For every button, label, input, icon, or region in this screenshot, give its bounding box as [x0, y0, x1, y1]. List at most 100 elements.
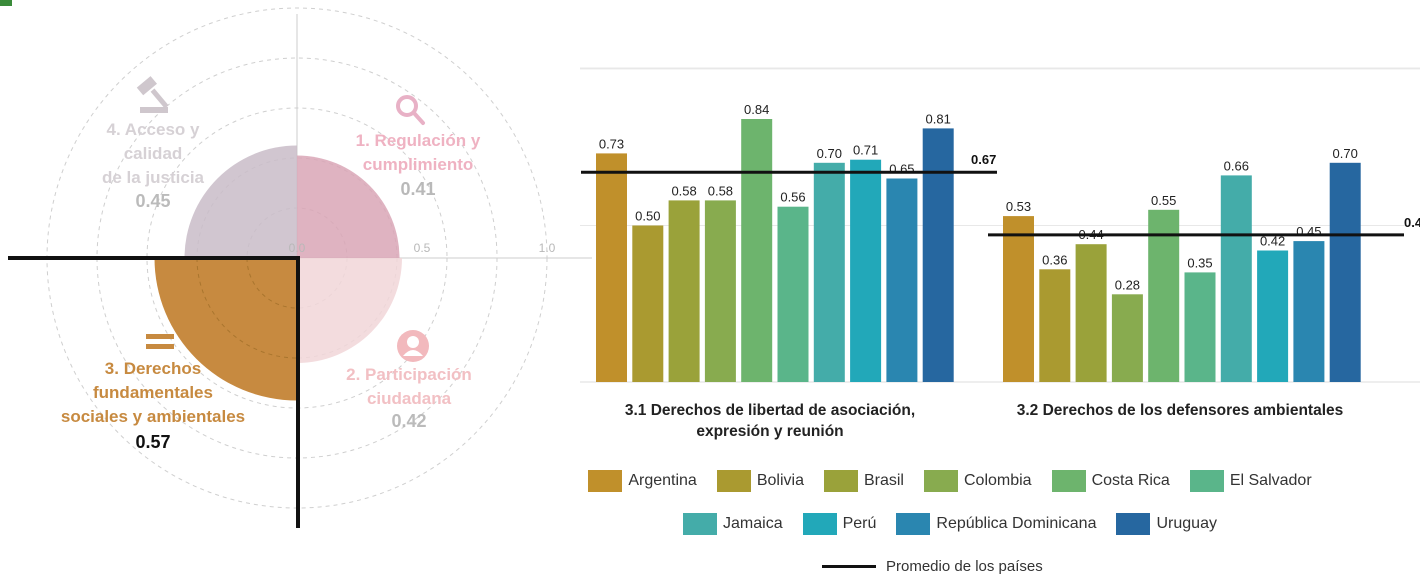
legend-item: República Dominicana — [896, 513, 1096, 535]
legend-label: Jamaica — [723, 515, 783, 532]
legend-item: Costa Rica — [1051, 470, 1170, 492]
magnifier-handle — [412, 111, 425, 125]
bar — [1329, 162, 1361, 382]
legend-item: Perú — [802, 513, 877, 535]
bar-value-label: 0.36 — [1042, 252, 1067, 267]
group-1-title: 3.1 Derechos de libertad de asociación, … — [570, 400, 970, 442]
legend-swatch — [923, 470, 958, 492]
legend-swatch — [1189, 470, 1224, 492]
legend-swatch — [896, 513, 931, 535]
segment-value: 0.57 — [135, 432, 170, 452]
bar — [1220, 175, 1252, 382]
legend-item: Brasil — [823, 470, 904, 492]
legend-item: El Salvador — [1189, 470, 1312, 492]
lines-icon-bar — [146, 344, 174, 349]
segment-label: 3. Derechos — [105, 359, 201, 378]
segment-value: 0.45 — [135, 191, 170, 211]
bar-value-label: 0.53 — [1006, 199, 1031, 214]
bar — [777, 206, 809, 382]
bar-value-label: 0.58 — [671, 183, 696, 198]
magnifier-lens — [396, 95, 418, 117]
average-legend: Promedio de los países — [822, 558, 1043, 575]
gavel-head — [136, 76, 157, 96]
legend-swatch — [683, 513, 718, 535]
bar-value-label: 0.55 — [1151, 193, 1176, 208]
legend-swatch — [1051, 470, 1086, 492]
bar-value-label: 0.84 — [744, 102, 769, 117]
radial-tick-label: 0.5 — [414, 241, 431, 255]
bar — [632, 225, 664, 382]
segment-label: fundamentales — [93, 383, 213, 402]
segment-label: cumplimiento — [363, 155, 474, 174]
legend-label: Colombia — [963, 472, 1032, 489]
radial-tick-label: 1.0 — [539, 241, 556, 255]
segment-label: calidad — [124, 144, 183, 163]
segment-label: 1. Regulación y — [356, 131, 481, 150]
radial-grid-ring — [246, 257, 298, 309]
radial-segment — [297, 258, 402, 363]
gavel-handle — [150, 88, 169, 109]
legend-swatch — [823, 470, 858, 492]
bar-value-label: 0.66 — [1224, 158, 1249, 173]
legend-swatch — [588, 470, 623, 492]
bar — [1148, 209, 1180, 382]
segment-label: 2. Participación — [346, 365, 472, 384]
bar-value-label: 0.56 — [780, 190, 805, 205]
title-strip — [0, 0, 1420, 6]
bar — [596, 153, 627, 382]
bar-value-label: 0.35 — [1187, 255, 1212, 270]
legend-label: Argentina — [628, 472, 697, 489]
legend-item: Colombia — [923, 470, 1032, 492]
bar-value-label: 0.81 — [926, 111, 951, 126]
bar-value-label: 0.50 — [635, 209, 660, 224]
bar — [886, 178, 918, 382]
bar — [850, 159, 882, 382]
bar-value-label: 0.73 — [599, 136, 624, 151]
bar-chart: 0.73 0.50 0.58 0.58 0.84 0.56 0.70 0.71 0.65 0.81… — [580, 67, 1420, 383]
segment-value: 0.42 — [391, 411, 426, 431]
bar — [704, 200, 736, 382]
bar-value-label: 0.70 — [1333, 146, 1358, 161]
legend-label: Brasil — [863, 472, 904, 489]
legend-swatch — [1116, 513, 1151, 535]
bar — [1184, 272, 1216, 382]
legend-label: Perú — [842, 515, 877, 532]
legend-item: Uruguay — [1116, 513, 1217, 535]
segment-label: ciudadana — [367, 389, 452, 408]
bar-value-label: 0.28 — [1115, 277, 1140, 292]
average-value-label: 0.47 — [1404, 215, 1420, 230]
title-accent — [0, 0, 12, 6]
radial-tick-label: 0.0 — [289, 241, 306, 255]
lines-icon-bar — [146, 334, 174, 339]
bar — [741, 119, 773, 382]
gavel-icon — [136, 76, 169, 113]
radial-chart: 0.0 0.5 1.0 1. Regulación y cumplimiento 0.41… — [8, 7, 592, 528]
legend-label: Costa Rica — [1091, 472, 1170, 489]
legend-row: Argentina Bolivia Brasil Colombia Costa Rica… — [560, 466, 1340, 496]
bar-value-label: 0.42 — [1260, 234, 1285, 249]
legend-label: Bolivia — [756, 472, 804, 489]
bar-value-label: 0.70 — [817, 146, 842, 161]
group-1-title-line2: expresión y reunión — [696, 423, 844, 440]
legend-row: Jamaica Perú República Dominicana Uruguay — [560, 509, 1340, 539]
legend-item: Jamaica — [683, 513, 783, 535]
segment-value: 0.41 — [400, 179, 435, 199]
person-icon-head — [407, 336, 419, 348]
bar-value-label: 0.71 — [853, 143, 878, 158]
legend-swatch — [716, 470, 751, 492]
group-2-title-line1: 3.2 Derechos de los defensores ambiental… — [1016, 402, 1344, 419]
segment-label: 4. Acceso y — [107, 120, 200, 139]
average-line-swatch — [822, 565, 876, 568]
bar — [1003, 216, 1034, 382]
bar — [668, 200, 700, 382]
legend-label: El Salvador — [1229, 472, 1312, 489]
radial-segment — [154, 258, 297, 401]
bar — [922, 128, 954, 382]
group-2-title: 3.2 Derechos de los defensores ambiental… — [980, 400, 1380, 421]
lines-icon — [146, 334, 174, 349]
segment-label: de la justicia — [102, 168, 205, 187]
radial-grid-ring — [196, 257, 298, 359]
bar — [813, 162, 845, 382]
legend: Argentina Bolivia Brasil Colombia Costa Rica… — [560, 466, 1340, 539]
legend-swatch — [802, 513, 837, 535]
